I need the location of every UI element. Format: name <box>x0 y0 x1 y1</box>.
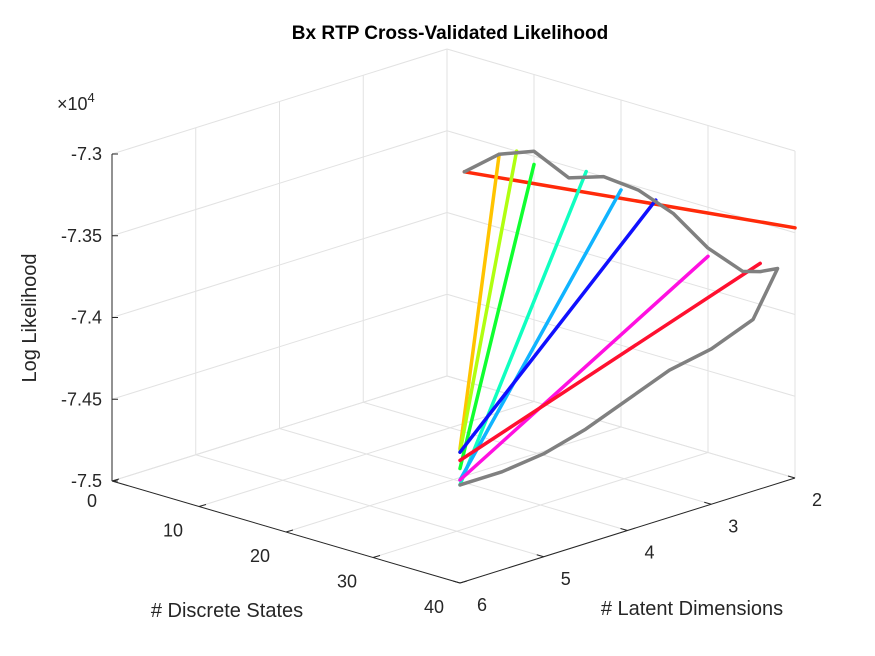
wall-gridline-z-left <box>111 48 448 155</box>
y-tick-label: 5 <box>561 569 571 589</box>
series-line-9 <box>458 261 762 463</box>
series-line-4 <box>458 162 536 471</box>
y-tick-label: 6 <box>477 595 487 615</box>
y-tick <box>536 554 544 558</box>
z-tick-label: -7.45 <box>61 389 102 409</box>
floor-gridline-y <box>279 428 628 531</box>
series-line-6 <box>458 188 623 482</box>
series-line-1 <box>462 170 797 230</box>
y-axis-label: # Latent Dimensions <box>601 598 783 620</box>
y-tick <box>704 501 712 505</box>
z-tick-label: -7.3 <box>71 144 102 164</box>
floor-gridline-y <box>363 401 712 505</box>
x-tick-label: 0 <box>87 491 97 511</box>
z-tick-label: -7.35 <box>61 226 102 246</box>
wall-gridline-z-left <box>111 212 448 318</box>
wall-gridline-z-right <box>446 212 796 315</box>
y-tick <box>452 580 461 584</box>
x-tick-label: 30 <box>337 572 357 592</box>
z-axis-label: Log Likelihood <box>19 254 41 383</box>
x-tick <box>459 580 468 584</box>
exponent-power: 4 <box>88 90 95 105</box>
x-tick-label: 20 <box>250 546 270 566</box>
wall-gridline-z-right <box>446 48 796 152</box>
series-line-3 <box>458 149 519 454</box>
wall-gridline-z-right <box>446 293 796 397</box>
x-tick <box>198 504 207 507</box>
exponent-label: ×104 <box>57 90 95 114</box>
wall-gridline-z-left <box>111 130 448 237</box>
label-layer: ×104 Log Likelihood # Discrete States # … <box>19 90 822 622</box>
z-tick-label: -7.5 <box>71 471 102 491</box>
series-line-2 <box>458 152 501 451</box>
x-axis-label: # Discrete States <box>151 600 303 622</box>
series-line-7 <box>458 198 658 454</box>
x-tick <box>372 555 381 558</box>
x-tick-label: 10 <box>163 521 183 541</box>
chart-title: Bx RTP Cross-Validated Likelihood <box>292 23 608 44</box>
y-tick-label: 4 <box>644 543 654 563</box>
z-tick-label: -7.4 <box>71 308 102 328</box>
series-layer <box>458 149 797 487</box>
y-tick-label: 2 <box>812 490 822 510</box>
series-line-10 <box>458 149 780 487</box>
floor-gridline-y <box>195 454 544 558</box>
axis-layer <box>111 153 796 584</box>
series-line-8 <box>458 254 710 482</box>
x-tick <box>111 478 120 482</box>
y-tick-label: 3 <box>728 516 738 536</box>
series-line-5 <box>458 169 588 487</box>
y-tick <box>787 475 796 479</box>
grid-layer <box>111 48 796 584</box>
x-tick <box>285 529 294 533</box>
x-tick-label: 40 <box>424 597 444 617</box>
exponent-base: ×10 <box>57 94 88 114</box>
wall-gridline-z-left <box>111 375 448 482</box>
y-tick <box>620 528 628 531</box>
wall-gridline-z-left <box>111 293 448 400</box>
